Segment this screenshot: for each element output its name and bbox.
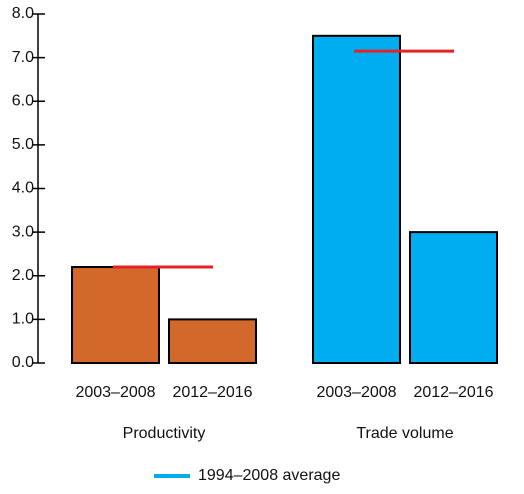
legend-label: 1994–2008 average: [198, 467, 340, 484]
y-tick-label: 6.0: [12, 92, 34, 109]
y-tick-label: 3.0: [12, 223, 34, 240]
y-tick-label: 7.0: [12, 49, 34, 66]
bar: [168, 318, 257, 364]
y-tick-label: 0.0: [12, 354, 34, 371]
bar: [409, 231, 498, 364]
y-tick-label: 5.0: [12, 136, 34, 153]
bar: [71, 266, 160, 364]
x-tick-label: 2003–2008: [75, 384, 155, 401]
x-tick-label: 2003–2008: [316, 384, 396, 401]
x-tick-label: 2012–2016: [172, 384, 252, 401]
group-label: Trade volume: [356, 425, 453, 442]
y-tick-label: 2.0: [12, 267, 34, 284]
bar: [312, 34, 401, 364]
y-tick-label: 8.0: [12, 5, 34, 22]
group-label: Productivity: [123, 425, 206, 442]
y-tick-label: 1.0: [12, 311, 34, 328]
x-tick-label: 2012–2016: [413, 384, 493, 401]
y-tick-label: 4.0: [12, 180, 34, 197]
